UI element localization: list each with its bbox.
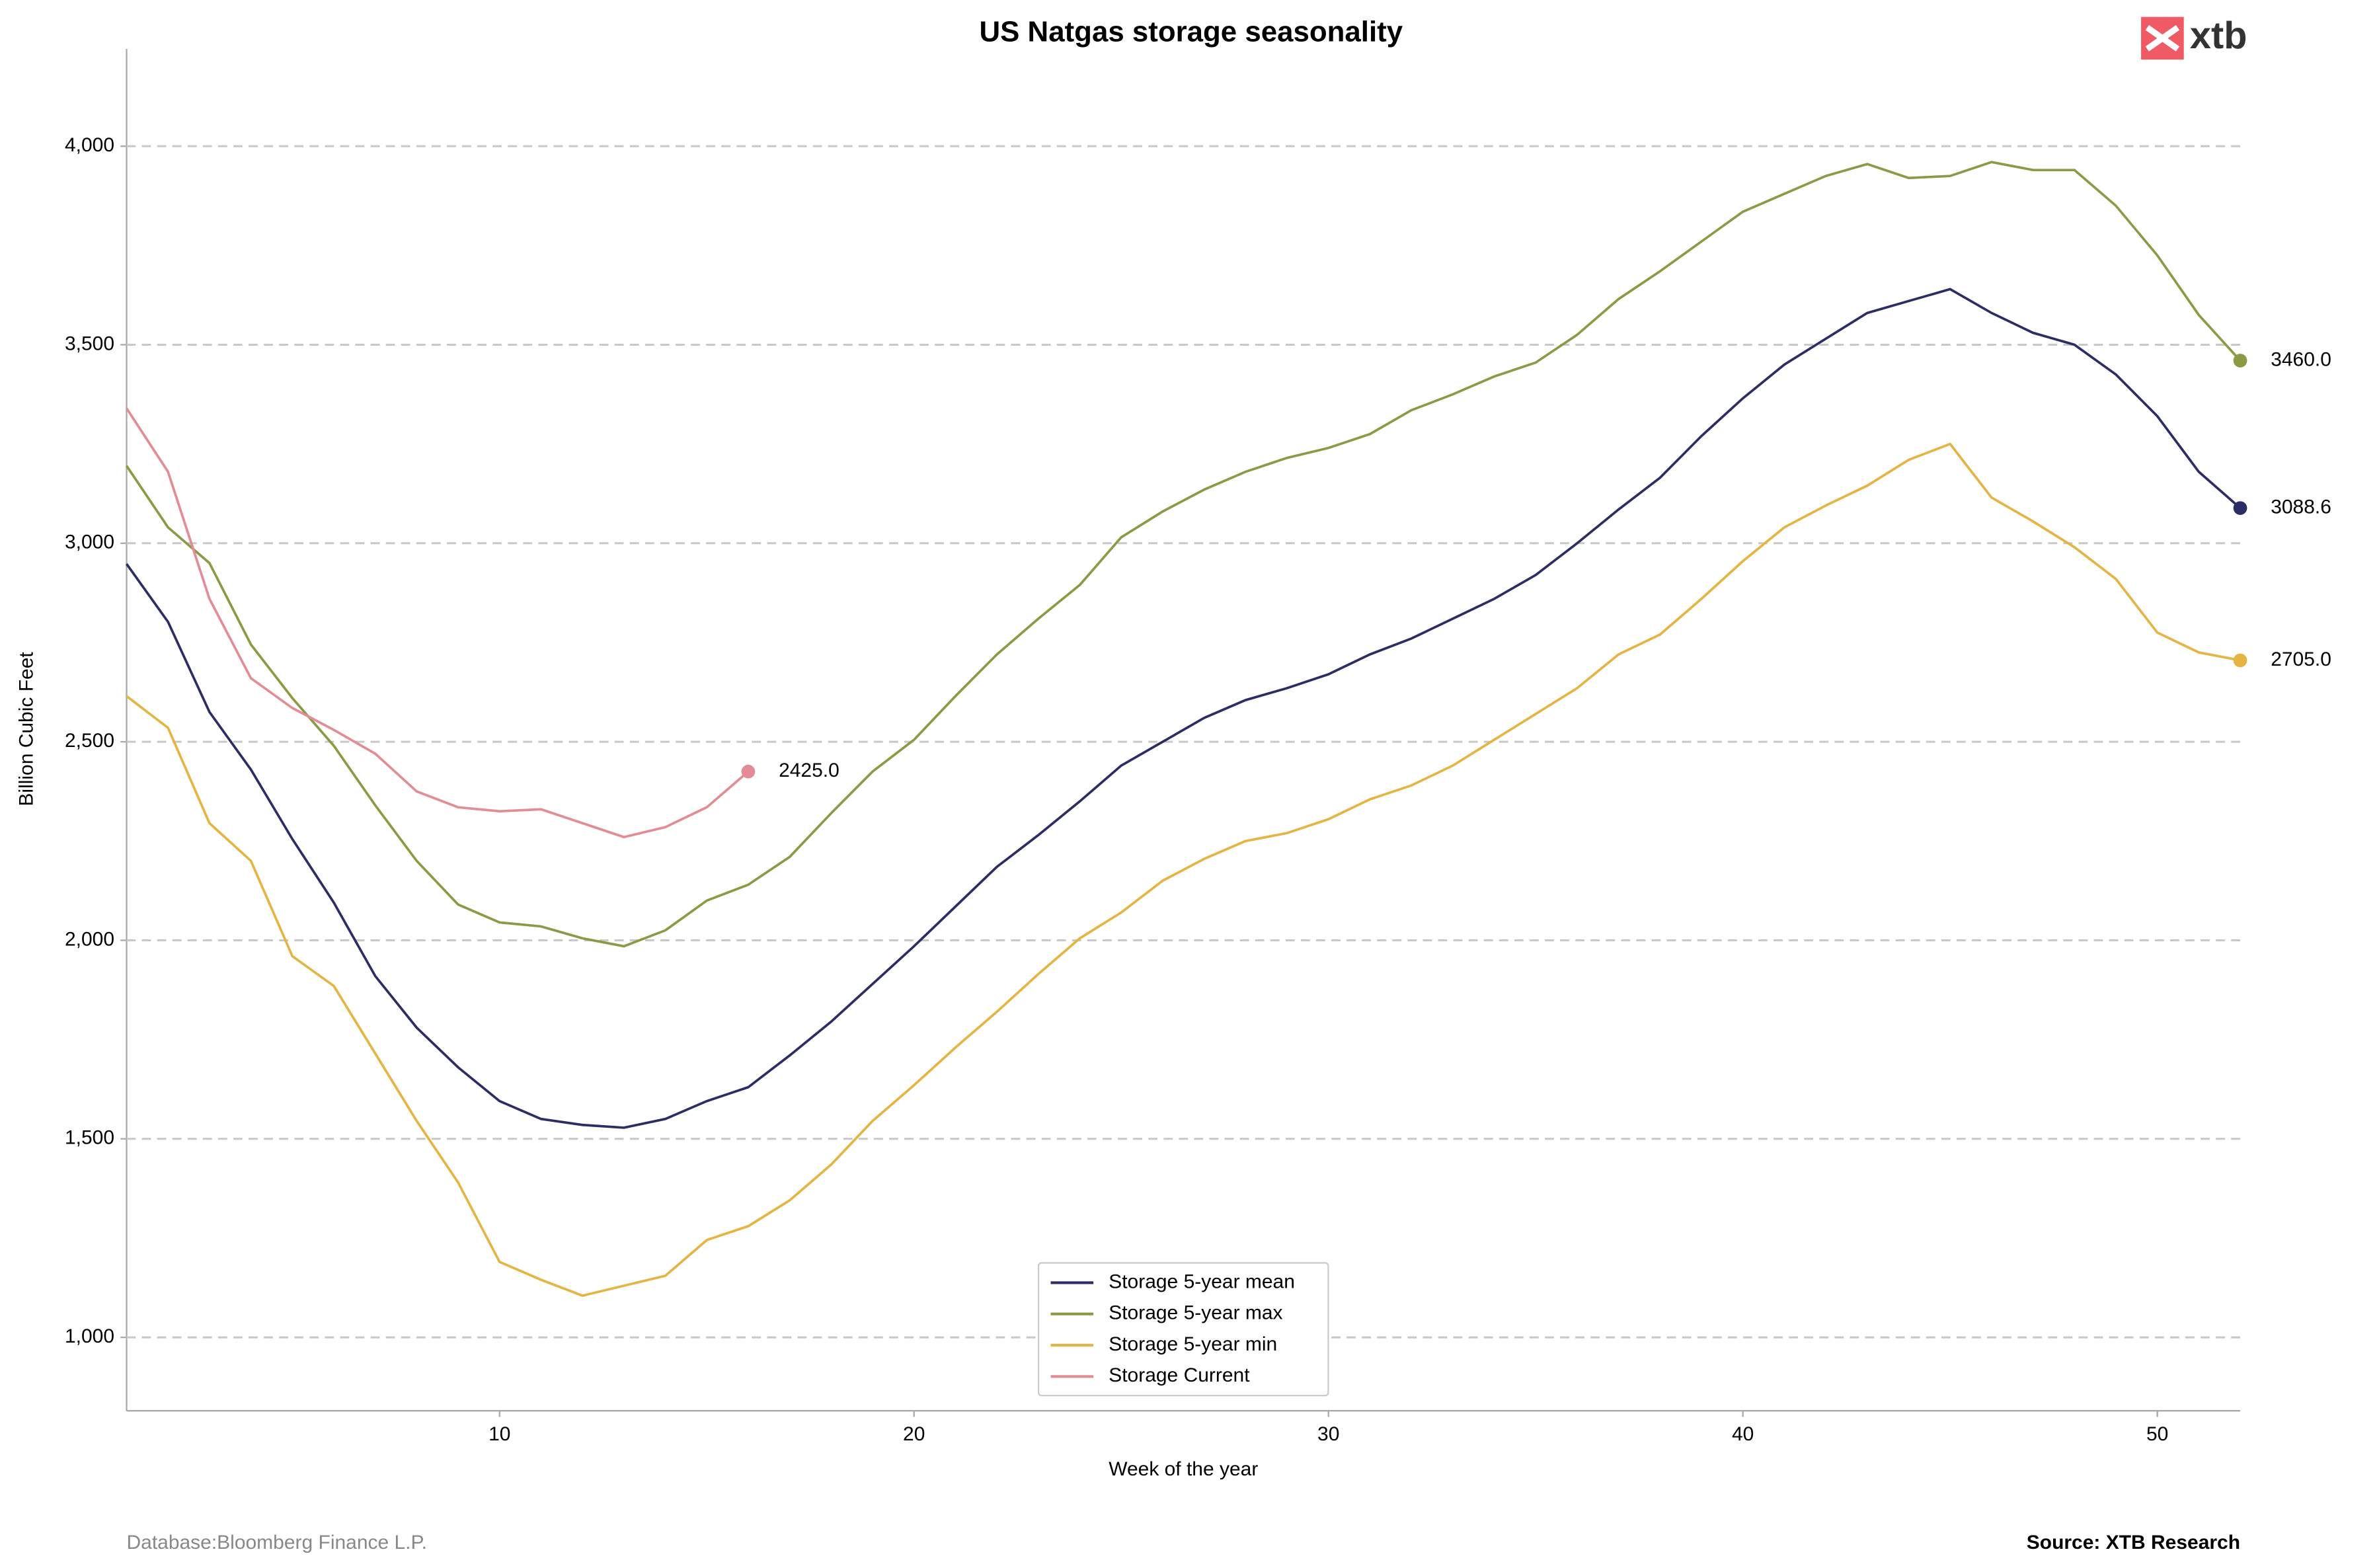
x-tick-label: 40: [1732, 1423, 1754, 1445]
x-axis-label: Week of the year: [1109, 1458, 1258, 1480]
y-tick-label: 2,500: [65, 730, 114, 752]
x-tick-label: 20: [903, 1423, 925, 1445]
series-line: [125, 288, 2242, 1129]
y-axis-label: Billion Cubic Feet: [15, 652, 37, 806]
y-tick-label: 2,000: [65, 928, 114, 950]
x-tick-label: 50: [2146, 1423, 2168, 1445]
end-point: [741, 764, 756, 779]
footer-left: Database:Bloomberg Finance L.P.: [126, 1532, 427, 1553]
chart-title: US Natgas storage seasonality: [979, 16, 1403, 48]
x-tick-label: 30: [1317, 1423, 1339, 1445]
y-tick-label: 3,500: [65, 333, 114, 354]
data-label: 3460.0: [2271, 348, 2331, 370]
y-tick-label: 4,000: [65, 134, 114, 156]
end-point: [2233, 653, 2247, 668]
logo-mark: [2145, 24, 2180, 52]
data-label: 3088.6: [2271, 496, 2331, 518]
logo-text: xtb: [2190, 15, 2247, 57]
footer-right: Source: XTB Research: [2027, 1532, 2240, 1553]
legend-box: [1037, 1262, 1329, 1397]
y-tick-label: 1,000: [65, 1325, 114, 1347]
series-line: [126, 442, 2241, 1297]
y-tick-label: 1,500: [65, 1127, 114, 1149]
legend-label: Storage 5-year max: [1109, 1302, 1282, 1324]
data-label: 2705.0: [2271, 648, 2331, 670]
legend-label: Storage 5-year mean: [1109, 1271, 1295, 1292]
legend-label: Storage 5-year min: [1109, 1333, 1277, 1355]
end-point: [2233, 501, 2247, 515]
series-line: [125, 407, 750, 839]
legend-label: Storage Current: [1109, 1364, 1250, 1386]
end-point: [2233, 354, 2247, 368]
x-tick-label: 10: [488, 1423, 510, 1445]
y-tick-label: 3,000: [65, 531, 114, 553]
data-label: 2425.0: [779, 760, 839, 781]
series-line: [125, 161, 2242, 948]
